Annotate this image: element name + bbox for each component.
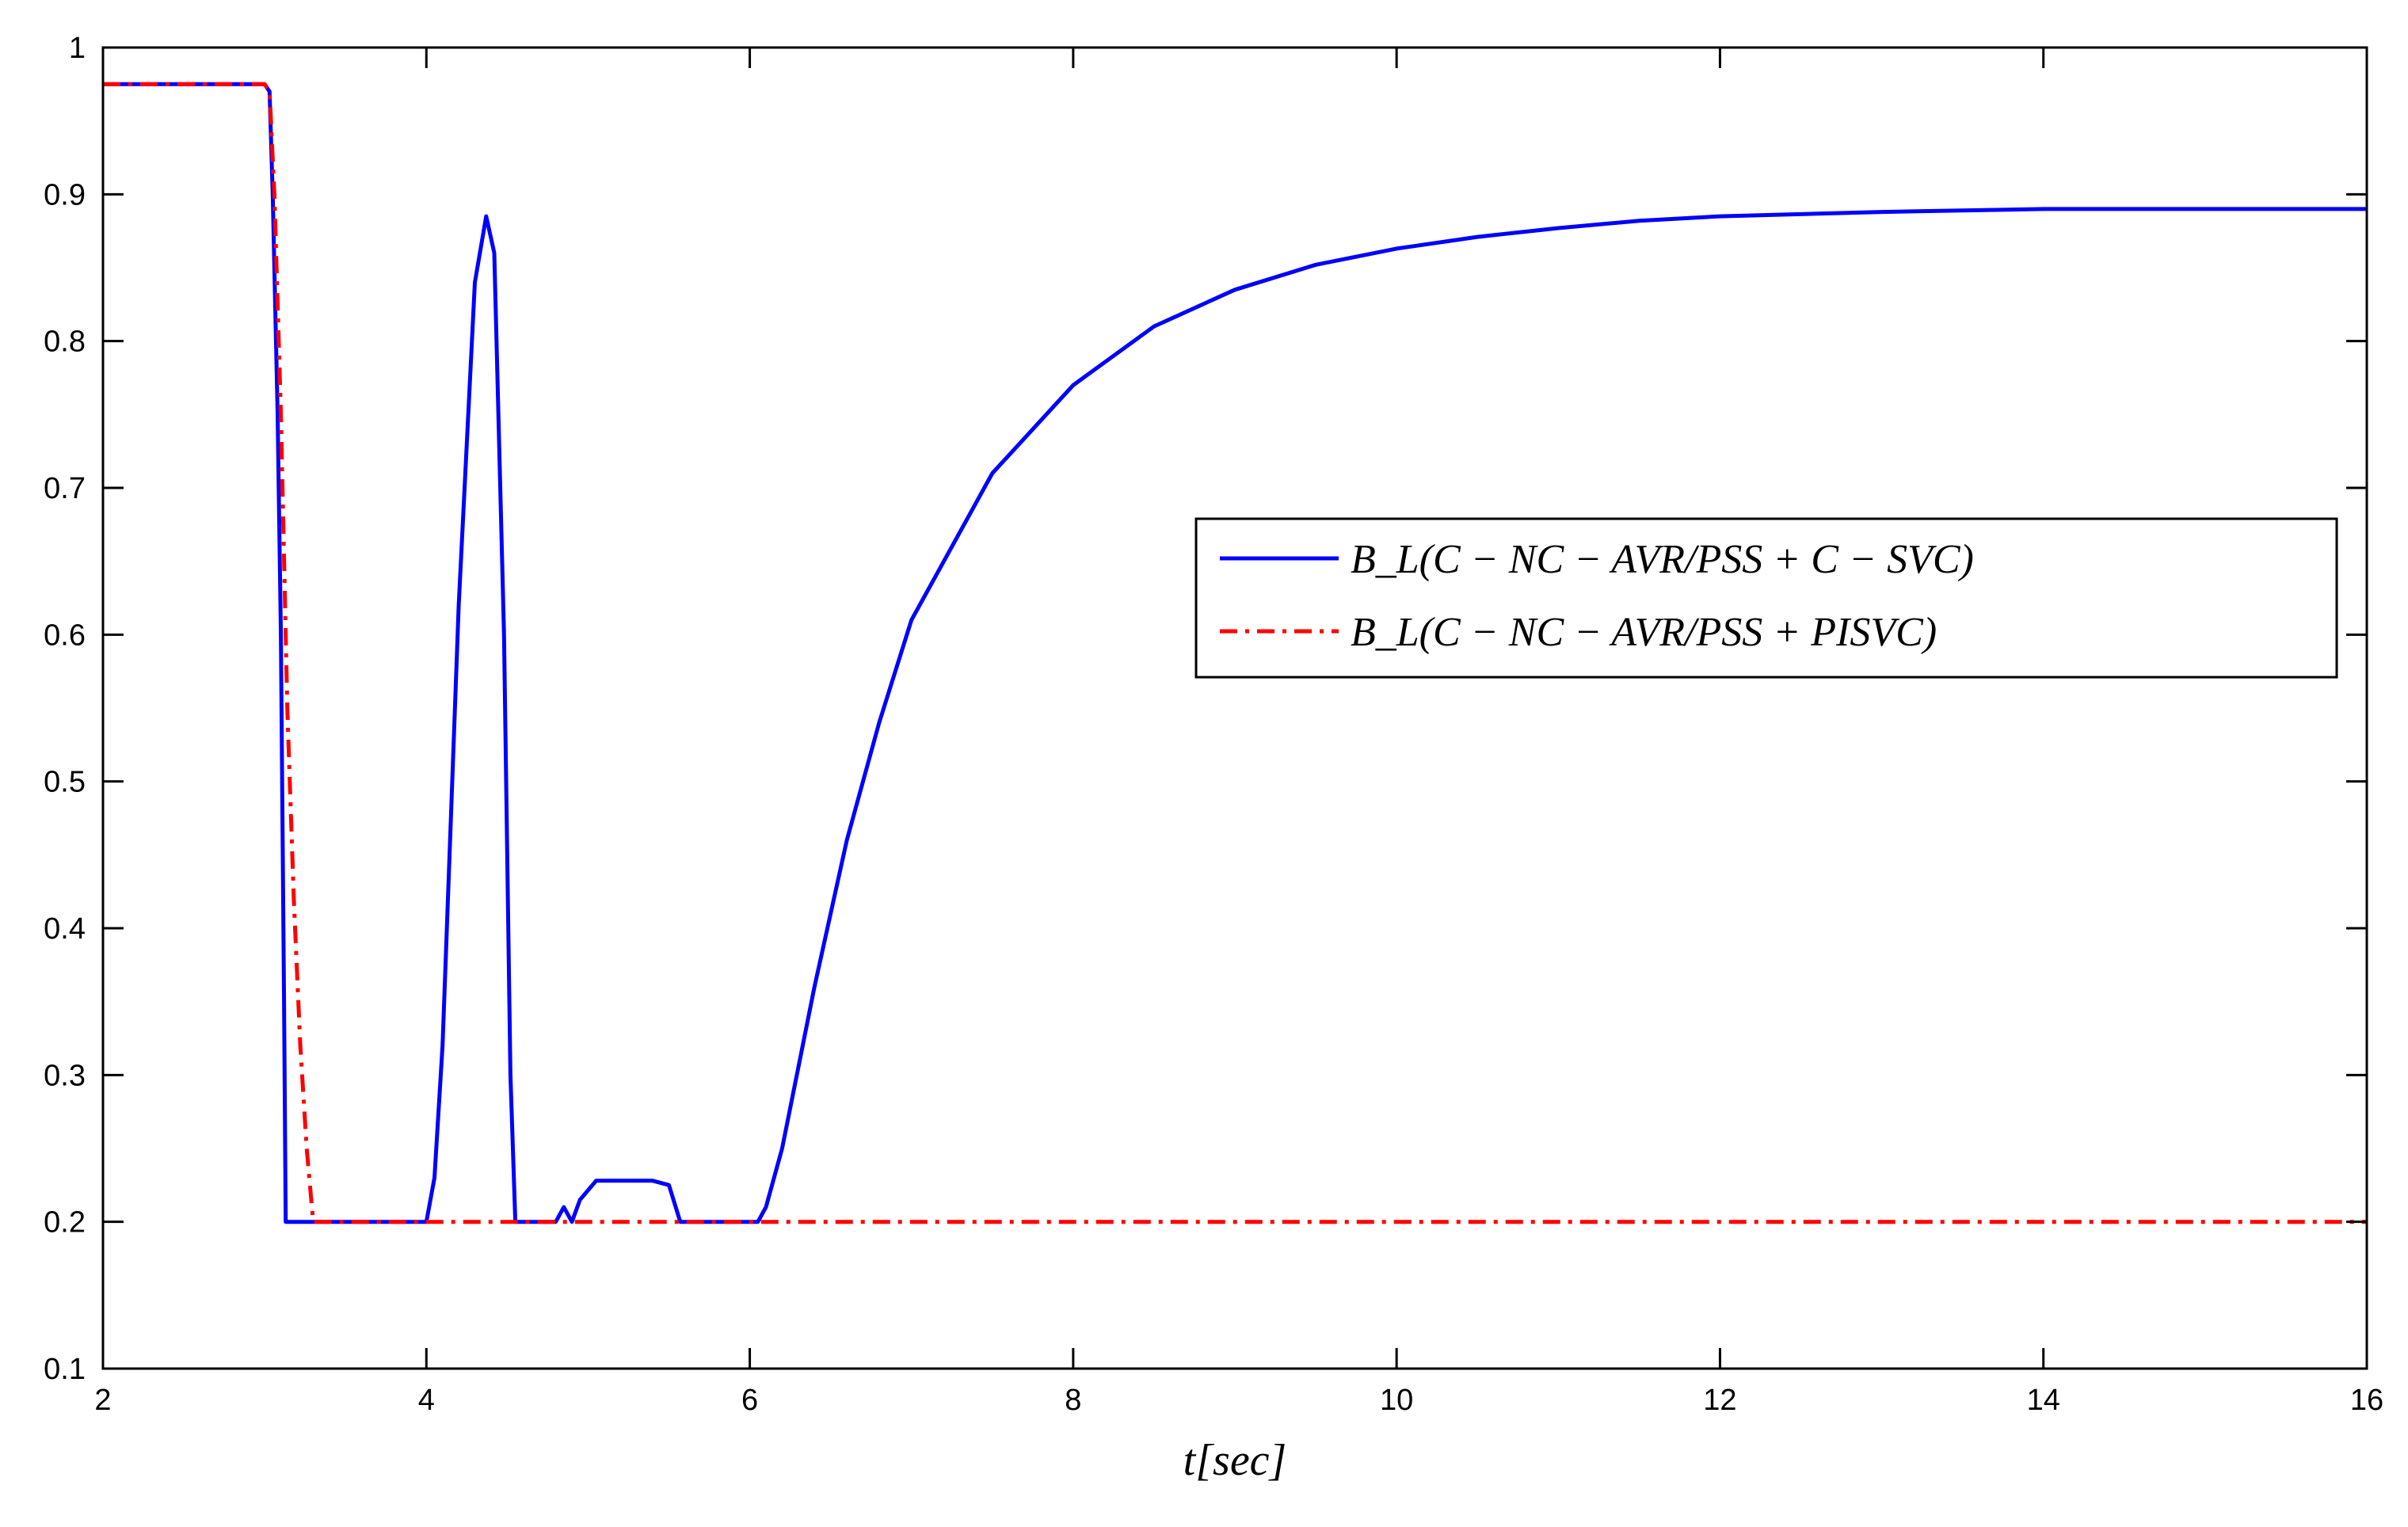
y-tick-label: 1 xyxy=(69,32,86,65)
x-tick-label: 8 xyxy=(1065,1384,1081,1417)
plot-frame xyxy=(101,46,2368,1370)
x-tick-label: 6 xyxy=(741,1384,758,1417)
y-tick-label: 0.9 xyxy=(44,178,86,211)
y-tick-label: 0.3 xyxy=(44,1059,86,1092)
x-tick-label: 12 xyxy=(1703,1384,1736,1417)
x-tick-label: 10 xyxy=(1380,1384,1413,1417)
x-tick-label: 4 xyxy=(418,1384,435,1417)
plot-background xyxy=(103,48,2367,1369)
tick-layer: 2 4 6 8 10 12 14 16 0.1 0.2 0.3 0.4 0.5 0.6 0.7 0.8 0.9 1 xyxy=(44,32,2383,1417)
y-tick-label: 0.7 xyxy=(44,472,86,505)
y-tick-label: 0.5 xyxy=(44,766,86,799)
legend: B_L(C − NC − AVR/PSS + C − SVC) B_L(C − … xyxy=(1194,517,2338,679)
x-tick-label: 14 xyxy=(2027,1384,2060,1417)
y-tick-label: 0.4 xyxy=(44,912,86,946)
x-tick-label: 2 xyxy=(94,1384,111,1417)
legend-label-0: B_L(C − NC − AVR/PSS + C − SVC) xyxy=(1351,537,1974,582)
legend-box xyxy=(1194,517,2338,679)
y-tick-label: 0.8 xyxy=(44,326,86,359)
series-line-1 xyxy=(103,82,2367,1224)
x-axis-title: t[sec] xyxy=(1183,1436,1287,1485)
y-tick-label: 0.6 xyxy=(44,619,86,652)
x-tick-label: 16 xyxy=(2350,1384,2383,1417)
y-tick-label: 0.2 xyxy=(44,1206,86,1239)
legend-label-1: B_L(C − NC − AVR/PSS + PISVC) xyxy=(1351,610,1937,655)
series-layer xyxy=(103,82,2367,1224)
y-tick-label: 0.1 xyxy=(44,1353,86,1386)
